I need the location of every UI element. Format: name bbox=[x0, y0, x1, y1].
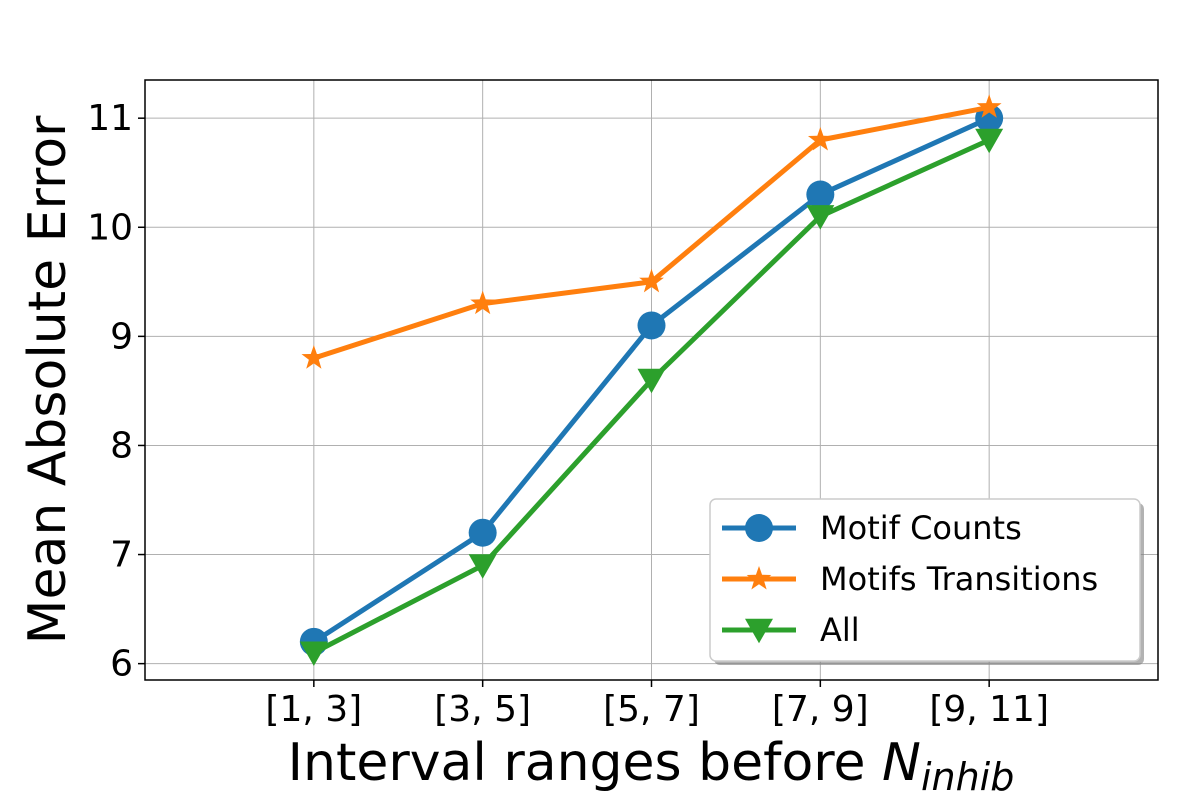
legend-marker bbox=[746, 566, 772, 590]
data-point bbox=[806, 205, 835, 230]
x-tick-label: [3, 5] bbox=[434, 689, 531, 730]
data-point bbox=[299, 641, 328, 667]
x-tick-label: [7, 9] bbox=[772, 689, 869, 730]
data-point bbox=[468, 518, 497, 547]
data-point bbox=[975, 104, 1004, 133]
legend: Motif Counts Motifs Transitions All bbox=[709, 498, 1144, 665]
series-3 bbox=[299, 128, 1004, 667]
x-axis-title-text: Interval ranges before bbox=[288, 733, 882, 793]
data-point bbox=[976, 94, 1002, 118]
x-axis-ticks: [1, 3] [3, 5] [5, 7] [7, 9] [9, 11] bbox=[265, 680, 1049, 730]
y-tick-label: 6 bbox=[110, 644, 133, 685]
x-axis-title-subscript: inhib bbox=[921, 755, 1014, 799]
y-axis-title: Mean Absolute Error bbox=[18, 115, 78, 644]
x-tick-label: [1, 3] bbox=[265, 689, 362, 730]
data-point bbox=[301, 345, 327, 369]
y-tick-label: 10 bbox=[87, 207, 133, 248]
legend-label: Motif Counts bbox=[820, 509, 1022, 547]
data-point bbox=[639, 268, 664, 293]
legend-item: Motifs Transitions bbox=[722, 560, 1098, 598]
x-axis-title: Interval ranges before Ninhib bbox=[288, 733, 1015, 799]
legend-item: All bbox=[722, 611, 860, 649]
legend-box bbox=[709, 498, 1141, 662]
legend-label: All bbox=[820, 611, 860, 649]
legend-items: Motif Counts Motifs Transitions All bbox=[722, 509, 1098, 649]
legend-label: Motifs Transitions bbox=[820, 560, 1098, 598]
y-tick-label: 7 bbox=[110, 535, 133, 576]
x-tick-label: [5, 7] bbox=[603, 689, 700, 730]
y-tick-label: 9 bbox=[110, 316, 133, 357]
data-point bbox=[637, 368, 666, 394]
data-point bbox=[807, 127, 833, 151]
legend-marker bbox=[745, 618, 773, 644]
data-point bbox=[637, 311, 666, 340]
x-tick-label: [9, 11] bbox=[929, 689, 1049, 730]
y-tick-label: 11 bbox=[87, 98, 133, 139]
data-point bbox=[806, 180, 835, 209]
data-point bbox=[975, 128, 1004, 154]
x-axis-title-symbol: N bbox=[882, 733, 921, 793]
y-tick-label: 8 bbox=[110, 425, 133, 466]
data-point bbox=[470, 290, 496, 315]
series-lines bbox=[299, 94, 1004, 667]
legend-item: Motif Counts bbox=[722, 509, 1022, 547]
data-point bbox=[468, 554, 497, 579]
series-2 bbox=[301, 94, 1002, 369]
y-axis-ticks: 6 7 8 9 10 11 bbox=[87, 98, 145, 685]
legend-marker bbox=[745, 514, 773, 542]
